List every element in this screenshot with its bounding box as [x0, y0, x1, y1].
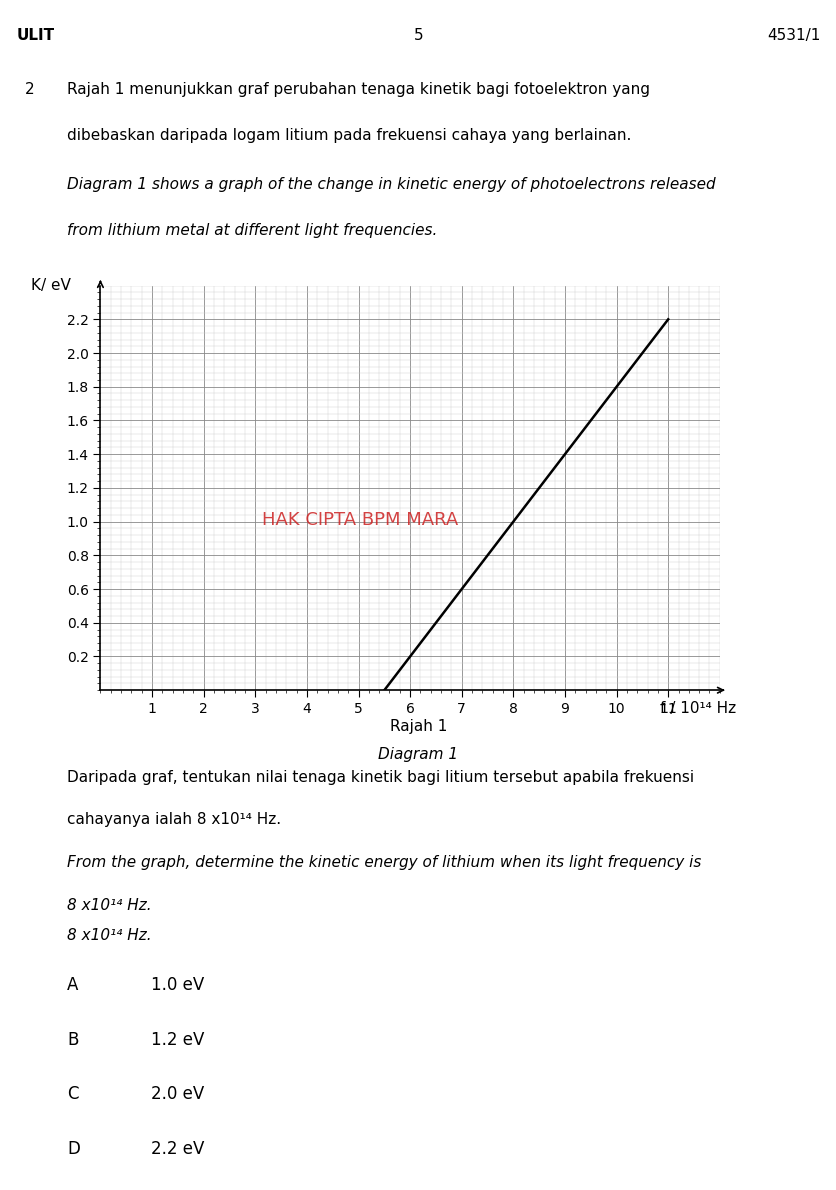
Text: 2.2 eV: 2.2 eV	[150, 1140, 204, 1158]
Text: D: D	[67, 1140, 79, 1158]
Text: 2.0 eV: 2.0 eV	[150, 1085, 204, 1103]
Text: f / 10¹⁴ Hz: f / 10¹⁴ Hz	[660, 701, 736, 716]
Text: 1.2 eV: 1.2 eV	[150, 1031, 204, 1048]
Text: 1.0 eV: 1.0 eV	[150, 976, 204, 994]
Text: HAK CIPTA BPM MARA: HAK CIPTA BPM MARA	[263, 512, 458, 530]
Text: 5: 5	[413, 29, 423, 43]
Text: Diagram 1: Diagram 1	[378, 747, 458, 763]
Text: Daripada graf, tentukan nilai tenaga kinetik bagi litium tersebut apabila frekue: Daripada graf, tentukan nilai tenaga kin…	[67, 770, 693, 785]
Text: C: C	[67, 1085, 79, 1103]
Text: cahayanya ialah 8 x10¹⁴ Hz.: cahayanya ialah 8 x10¹⁴ Hz.	[67, 812, 281, 827]
Text: B: B	[67, 1031, 79, 1048]
Text: 8 x10¹⁴ Hz.: 8 x10¹⁴ Hz.	[67, 898, 151, 913]
Text: from lithium metal at different light frequencies.: from lithium metal at different light fr…	[67, 223, 437, 238]
Text: Rajah 1 menunjukkan graf perubahan tenaga kinetik bagi fotoelektron yang: Rajah 1 menunjukkan graf perubahan tenag…	[67, 81, 650, 96]
Text: 4531/1: 4531/1	[766, 29, 819, 43]
Y-axis label: K/ eV: K/ eV	[31, 277, 71, 293]
Text: Diagram 1 shows a graph of the change in kinetic energy of photoelectrons releas: Diagram 1 shows a graph of the change in…	[67, 176, 715, 192]
Text: From the graph, determine the kinetic energy of lithium when its light frequency: From the graph, determine the kinetic en…	[67, 854, 701, 870]
Text: dibebaskan daripada logam litium pada frekuensi cahaya yang berlainan.: dibebaskan daripada logam litium pada fr…	[67, 129, 630, 143]
Text: A: A	[67, 976, 79, 994]
Text: 8 x10¹⁴ Hz.: 8 x10¹⁴ Hz.	[67, 928, 151, 944]
Text: 2: 2	[25, 81, 34, 96]
Text: ULIT: ULIT	[17, 29, 55, 43]
Text: Rajah 1: Rajah 1	[390, 719, 446, 734]
